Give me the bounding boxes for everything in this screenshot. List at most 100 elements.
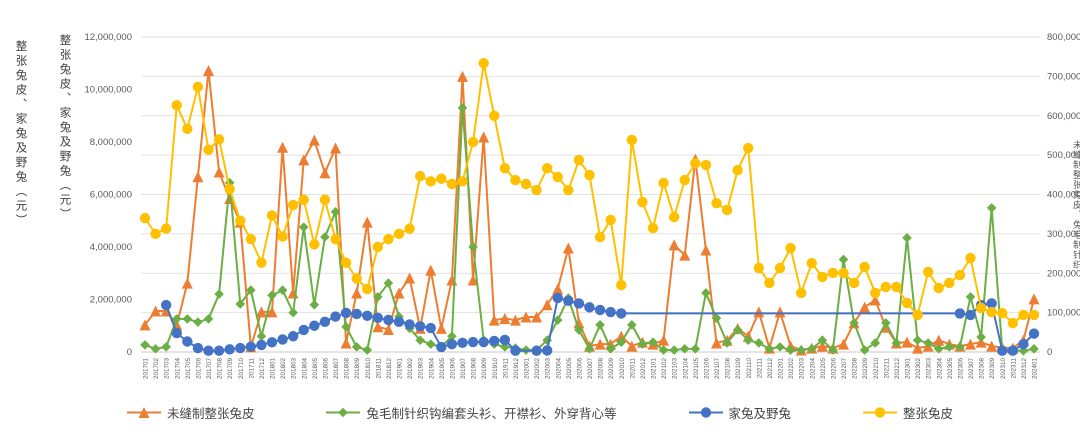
svg-text:202002: 202002	[534, 358, 541, 380]
left-axis-ticks: 0 2,000,000 4,000,000 6,000,000 8,000,000 10,…	[84, 32, 132, 358]
svg-text:202211: 202211	[883, 358, 890, 379]
svg-text:202101: 202101	[651, 358, 658, 380]
svg-text:202207: 202207	[841, 358, 848, 380]
svg-text:202004: 202004	[555, 358, 562, 380]
left-axis-title-1: 整张兔皮、家兔及野兔（元）	[14, 40, 27, 229]
svg-text:202209: 202209	[862, 358, 869, 380]
svg-text:0: 0	[1047, 347, 1052, 358]
svg-text:201810: 201810	[365, 358, 372, 380]
svg-text:202201: 202201	[778, 358, 785, 380]
svg-text:201902: 201902	[407, 358, 414, 380]
svg-text:201907: 201907	[460, 358, 467, 380]
svg-text:202312: 202312	[1021, 358, 1028, 380]
svg-text:202107: 202107	[714, 358, 721, 380]
legend-label: 兔毛制针织钩编套头衫、开襟衫、外穿背心等	[366, 407, 617, 421]
svg-text:201906: 201906	[449, 358, 456, 380]
right-axis-title-clipped: 未缝制整张兔皮、兔毛制针织钩编套头衫、开襟衫、外穿背心等（元）	[1072, 140, 1080, 270]
svg-text:202308: 202308	[979, 358, 986, 380]
svg-text:202009: 202009	[608, 358, 615, 380]
svg-text:202112: 202112	[767, 358, 774, 379]
svg-text:201903: 201903	[418, 358, 425, 380]
svg-text:202202: 202202	[788, 358, 795, 380]
svg-text:202306: 202306	[957, 358, 964, 380]
svg-text:202208: 202208	[852, 358, 859, 380]
legend-marker-triangle	[126, 407, 161, 418]
series-3	[139, 58, 1040, 329]
svg-text:201811: 201811	[375, 358, 382, 379]
svg-text:201807: 201807	[333, 358, 340, 380]
svg-text:202109: 202109	[735, 358, 742, 380]
svg-text:201912: 201912	[513, 358, 520, 380]
svg-text:202311: 202311	[1010, 358, 1017, 379]
legend-label: 家兔及野兔	[728, 407, 792, 421]
svg-text:202304: 202304	[936, 358, 943, 380]
svg-text:500,000: 500,000	[1047, 150, 1080, 161]
svg-text:400,000: 400,000	[1047, 190, 1080, 201]
svg-text:202401: 202401	[1032, 358, 1039, 380]
svg-text:201911: 201911	[502, 358, 509, 379]
svg-text:202212: 202212	[894, 358, 901, 380]
svg-text:202204: 202204	[809, 358, 816, 380]
legend-item-3: 整张兔皮	[863, 403, 953, 422]
svg-text:202005: 202005	[566, 358, 573, 380]
svg-text:202111: 202111	[756, 358, 763, 379]
svg-text:201803: 201803	[291, 358, 298, 380]
svg-text:202105: 202105	[693, 358, 700, 380]
svg-text:200,000: 200,000	[1047, 268, 1080, 279]
svg-text:201706: 201706	[195, 358, 202, 380]
svg-text:202310: 202310	[1000, 358, 1007, 380]
svg-text:202206: 202206	[830, 358, 837, 380]
svg-text:201712: 201712	[259, 358, 266, 380]
svg-text:201805: 201805	[312, 358, 319, 380]
svg-text:202205: 202205	[820, 358, 827, 380]
svg-text:201801: 201801	[270, 358, 277, 380]
left-axis-title-2: 整张兔皮、家兔及野兔（元）	[58, 34, 71, 223]
svg-text:4,000,000: 4,000,000	[90, 242, 132, 253]
svg-text:201908: 201908	[471, 358, 478, 380]
svg-text:201806: 201806	[322, 358, 329, 380]
svg-text:202012: 202012	[640, 358, 647, 380]
svg-text:600,000: 600,000	[1047, 111, 1080, 122]
svg-text:202011: 202011	[629, 358, 636, 379]
svg-text:202303: 202303	[926, 358, 933, 380]
svg-text:201709: 201709	[227, 358, 234, 380]
svg-text:202010: 202010	[619, 358, 626, 380]
svg-text:201703: 201703	[164, 358, 171, 380]
svg-text:202110: 202110	[746, 358, 753, 379]
svg-text:201702: 201702	[153, 358, 160, 380]
svg-text:202307: 202307	[968, 358, 975, 380]
legend-item-1: 兔毛制针织钩编套头衫、开襟衫、外穿背心等	[326, 403, 617, 422]
svg-text:202008: 202008	[598, 358, 605, 380]
legend-marker-circle	[863, 407, 898, 418]
svg-text:201910: 201910	[492, 358, 499, 380]
svg-text:202102: 202102	[661, 358, 668, 380]
svg-text:0: 0	[127, 347, 132, 358]
svg-text:201808: 201808	[344, 358, 351, 380]
svg-text:12,000,000: 12,000,000	[84, 32, 132, 43]
svg-text:2,000,000: 2,000,000	[90, 295, 132, 306]
svg-text:100,000: 100,000	[1047, 308, 1080, 319]
svg-text:202006: 202006	[576, 358, 583, 380]
legend-marker-diamond	[326, 407, 361, 418]
right-axis-ticks: 0 100,000 200,000 300,000 400,000 500,000 600,…	[1047, 32, 1080, 358]
svg-text:201809: 201809	[354, 358, 361, 380]
svg-text:201909: 201909	[481, 358, 488, 380]
svg-text:700,000: 700,000	[1047, 71, 1080, 82]
legend-item-0: 未缝制整张兔皮	[126, 403, 255, 422]
legend-marker-circle	[688, 407, 723, 418]
legend-item-2: 家兔及野兔	[688, 403, 792, 422]
svg-text:201804: 201804	[301, 358, 308, 380]
svg-text:201802: 201802	[280, 358, 287, 380]
svg-text:201704: 201704	[174, 358, 181, 380]
svg-text:300,000: 300,000	[1047, 229, 1080, 240]
svg-text:201708: 201708	[217, 358, 224, 380]
svg-text:202210: 202210	[873, 358, 880, 380]
svg-text:202302: 202302	[915, 358, 922, 380]
svg-text:201812: 201812	[386, 358, 393, 380]
svg-text:202309: 202309	[989, 358, 996, 380]
legend-label: 未缝制整张兔皮	[166, 407, 255, 421]
svg-text:201905: 201905	[439, 358, 446, 380]
svg-text:201711: 201711	[248, 358, 255, 379]
svg-text:201901: 201901	[397, 358, 404, 380]
